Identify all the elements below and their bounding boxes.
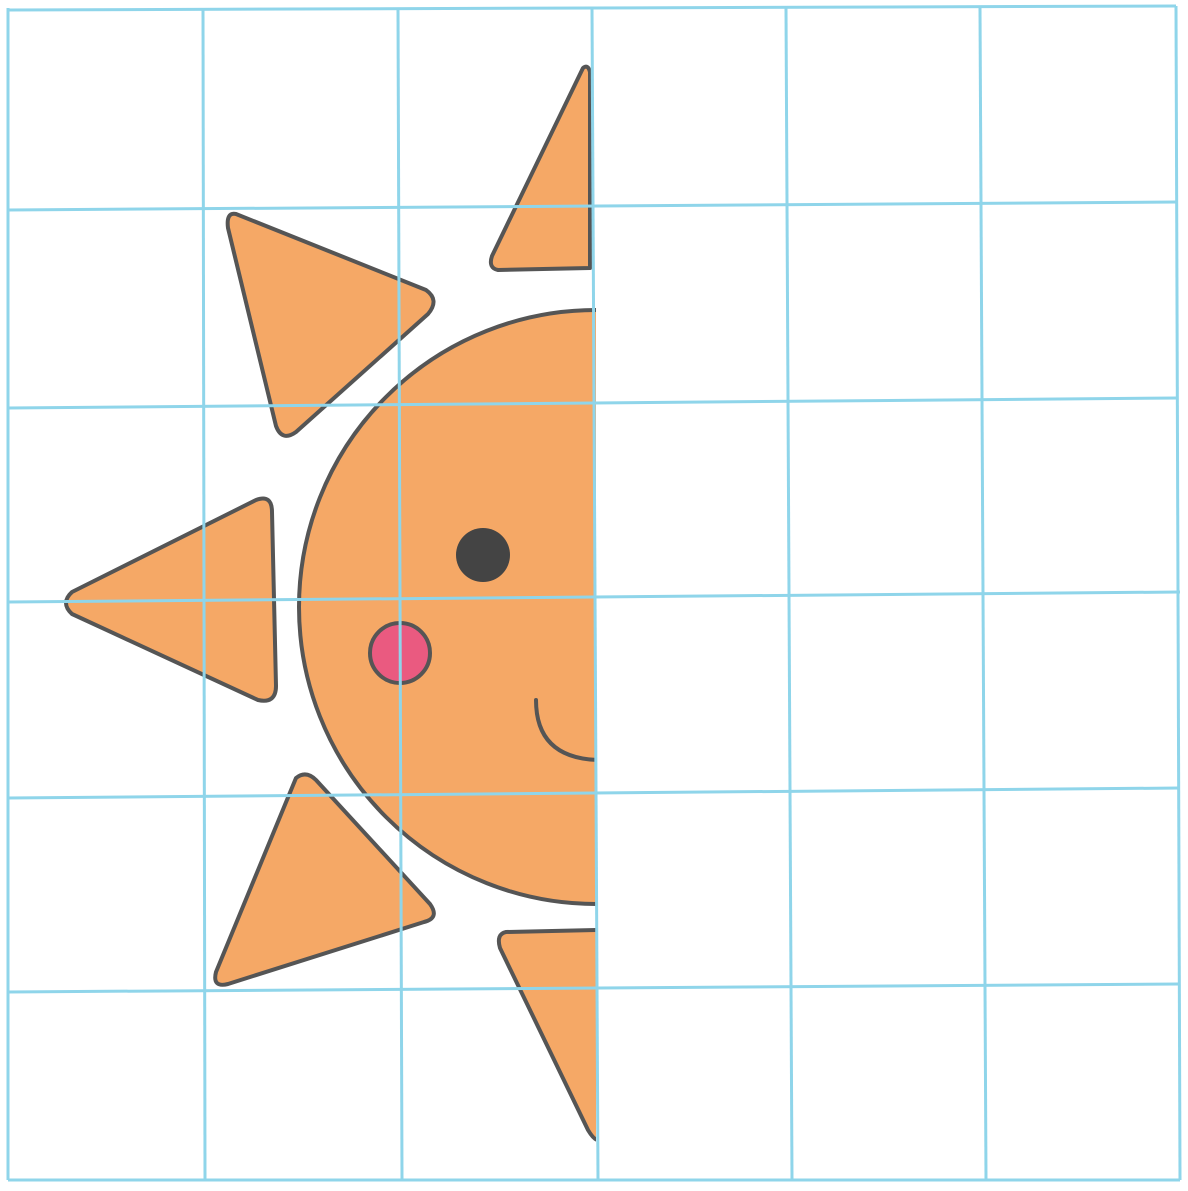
page: (() => { const data = JSON.parse(documen… — [0, 0, 1188, 1191]
sun-worksheet — [0, 0, 1188, 1191]
grid-line — [203, 8, 205, 1180]
eye — [456, 528, 510, 582]
